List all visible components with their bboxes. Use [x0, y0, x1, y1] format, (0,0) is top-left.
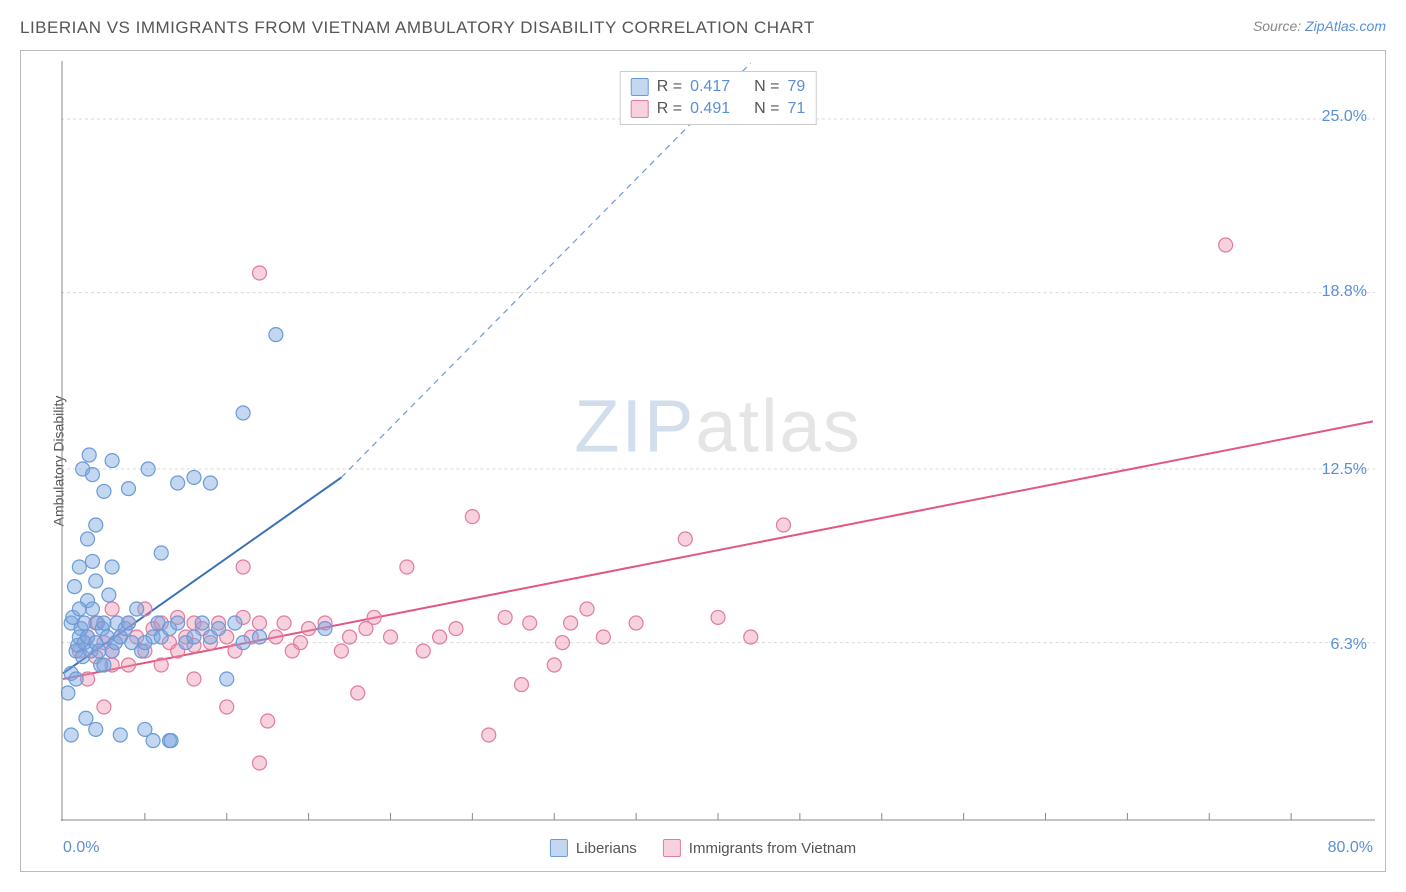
swatch-liberians — [631, 78, 649, 96]
r-value-vietnam: 0.491 — [690, 100, 730, 118]
n-value-vietnam: 71 — [787, 100, 805, 118]
legend-label: Immigrants from Vietnam — [689, 840, 856, 857]
series-legend: Liberians Immigrants from Vietnam — [550, 839, 856, 857]
swatch-vietnam — [631, 100, 649, 118]
correlation-legend-row: R = 0.491 N = 71 — [631, 98, 806, 120]
swatch-vietnam — [663, 839, 681, 857]
correlation-legend: R = 0.417 N = 79 R = 0.491 N = 71 — [620, 71, 817, 125]
n-value-liberians: 79 — [787, 78, 805, 96]
chart-title: LIBERIAN VS IMMIGRANTS FROM VIETNAM AMBU… — [20, 18, 815, 38]
legend-label: Liberians — [576, 840, 637, 857]
plot-area: ZIPatlas R = 0.417 N = 79 R = 0.491 N = … — [61, 61, 1375, 821]
legend-item-vietnam: Immigrants from Vietnam — [663, 839, 856, 857]
chart-container: Ambulatory Disability ZIPatlas R = 0.417… — [20, 50, 1386, 872]
correlation-legend-row: R = 0.417 N = 79 — [631, 76, 806, 98]
source-attribution: Source: ZipAtlas.com — [1253, 18, 1386, 34]
swatch-liberians — [550, 839, 568, 857]
x-axis-max-label: 80.0% — [1328, 839, 1373, 857]
y-tick-label: 25.0% — [1322, 108, 1367, 126]
scatter-plot-svg — [61, 61, 1375, 821]
source-link[interactable]: ZipAtlas.com — [1305, 18, 1386, 34]
y-tick-label: 18.8% — [1322, 283, 1367, 301]
y-tick-label: 6.3% — [1331, 636, 1367, 654]
x-axis-origin-label: 0.0% — [63, 839, 99, 857]
legend-item-liberians: Liberians — [550, 839, 637, 857]
r-value-liberians: 0.417 — [690, 78, 730, 96]
y-tick-label: 12.5% — [1322, 461, 1367, 479]
header: LIBERIAN VS IMMIGRANTS FROM VIETNAM AMBU… — [0, 0, 1406, 46]
